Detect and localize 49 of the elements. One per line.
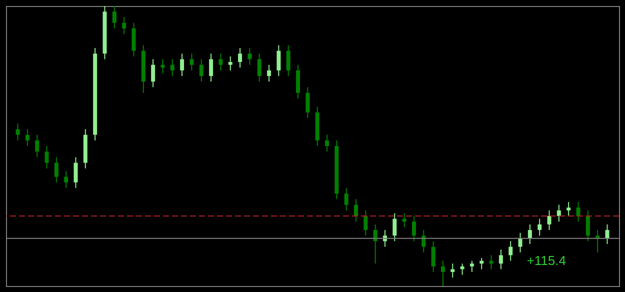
candlestick (344, 188, 348, 211)
candlestick (257, 53, 262, 82)
candlestick (422, 230, 426, 253)
candlestick (324, 134, 329, 152)
candlestick (431, 240, 436, 272)
candlestick (576, 202, 580, 222)
candlestick (248, 48, 252, 66)
candlestick (354, 198, 358, 222)
candlestick (364, 210, 368, 236)
candlestick (25, 128, 30, 146)
candlestick (605, 224, 610, 244)
candlestick (498, 249, 503, 270)
candlestick (276, 44, 281, 76)
candlestick (392, 212, 397, 242)
candlestick (470, 260, 474, 272)
candlestick (518, 232, 522, 253)
candlestick (238, 48, 242, 68)
candlestick (528, 224, 532, 244)
annotation: +115.4 (526, 253, 566, 268)
candlestick (508, 240, 513, 262)
candlestick (54, 156, 58, 183)
candlestick (566, 202, 571, 216)
candlestick (151, 58, 156, 88)
candlestick (296, 64, 300, 99)
candlestick (209, 53, 214, 82)
candlestick (586, 210, 590, 242)
candlestick (180, 53, 184, 76)
candlestick (547, 210, 552, 230)
candlestick (199, 58, 204, 82)
candlestick (190, 53, 194, 71)
candlestick (44, 146, 49, 169)
candlestick (112, 6, 116, 29)
candlestick (35, 134, 40, 158)
candlestick (450, 263, 455, 278)
candlestick (170, 58, 174, 76)
candlestick (228, 56, 232, 71)
candlestick (412, 216, 416, 242)
candlestick (16, 123, 20, 141)
candlestick (286, 44, 290, 76)
candlestick (440, 260, 445, 286)
candlestick (132, 22, 136, 57)
candlestick (538, 218, 542, 236)
candlestick (64, 170, 68, 188)
candlestick (218, 53, 223, 71)
candlestick (267, 64, 272, 82)
candlestick (306, 86, 310, 118)
candlestick (122, 16, 126, 34)
candlestick (556, 204, 561, 222)
candlestick (74, 156, 78, 188)
